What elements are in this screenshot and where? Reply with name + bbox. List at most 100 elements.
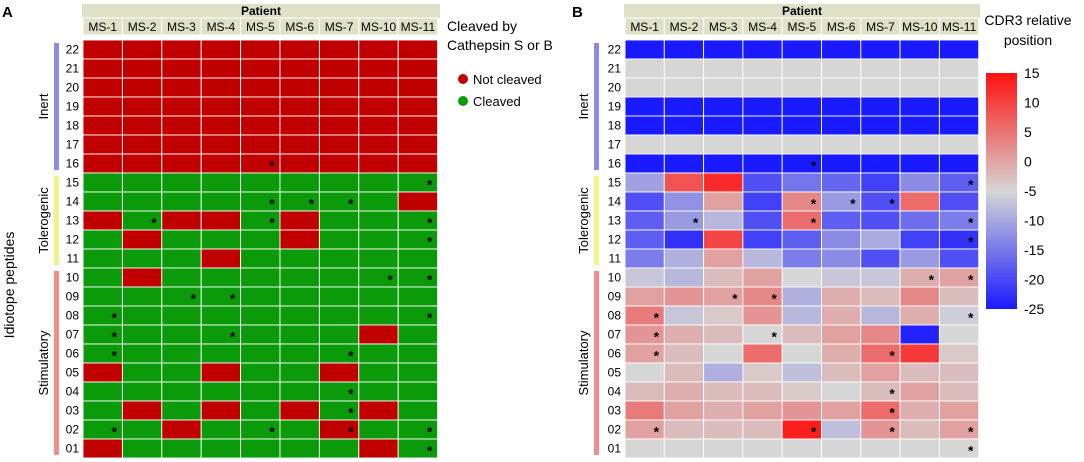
heatmap-cell (860, 438, 901, 459)
asterisk: * (968, 443, 974, 459)
group-label: Tolerogenic (576, 187, 591, 254)
heatmap-cell (899, 210, 940, 231)
asterisk: * (968, 272, 974, 288)
heatmap-cell (663, 77, 705, 98)
heatmap-cell (82, 400, 123, 421)
heatmap-cell (200, 115, 242, 136)
asterisk: * (811, 196, 817, 212)
heatmap-cell (899, 419, 940, 440)
heatmap-cell (860, 153, 901, 174)
heatmap-cell (624, 172, 665, 193)
asterisk: * (348, 196, 354, 212)
group-bar (594, 271, 599, 455)
heatmap-cell (663, 343, 705, 364)
asterisk: * (387, 272, 393, 288)
row-label: 16 (608, 157, 622, 171)
heatmap-cell (703, 172, 744, 193)
heatmap-cell (200, 96, 242, 117)
heatmap-cell (703, 77, 744, 98)
heatmap-cell (899, 191, 940, 212)
asterisk: * (850, 196, 856, 212)
colorbar-tick-label: -5 (1024, 183, 1037, 199)
asterisk: * (929, 272, 935, 288)
heatmap-cell (663, 324, 705, 345)
heatmap-cell (624, 96, 665, 117)
heatmap-cell (821, 381, 862, 402)
heatmap-cell (663, 172, 705, 193)
row-label: 10 (66, 271, 80, 285)
heatmap-cell (742, 438, 783, 459)
asterisk: * (693, 215, 699, 231)
heatmap-cell (821, 39, 862, 60)
column-header-label: MS-6 (285, 20, 314, 34)
heatmap-cell (821, 248, 862, 269)
heatmap-cell (703, 305, 744, 326)
heatmap-cell (161, 191, 202, 212)
heatmap-cell (624, 362, 665, 383)
heatmap-cell (938, 58, 980, 79)
asterisk: * (968, 234, 974, 250)
heatmap-cell (899, 438, 940, 459)
heatmap-cell (742, 229, 783, 250)
asterisk: * (427, 443, 433, 459)
heatmap-cell (121, 324, 163, 345)
heatmap-cell (82, 248, 123, 269)
asterisk: * (654, 348, 660, 364)
legend-title-line1: Cleaved by (447, 18, 517, 34)
heatmap-cell (161, 438, 202, 459)
asterisk: * (427, 234, 433, 250)
row-label: 04 (66, 385, 80, 399)
column-header-cell (938, 17, 980, 36)
heatmap-cell (397, 400, 439, 421)
heatmap-cell (240, 324, 281, 345)
heatmap-cell (703, 381, 744, 402)
asterisk: * (348, 424, 354, 440)
heatmap-cell (279, 77, 320, 98)
heatmap-cell (279, 134, 320, 155)
heatmap-cell (821, 305, 862, 326)
group-label: Inert (36, 93, 51, 119)
heatmap-cell (899, 400, 940, 421)
row-label: 19 (66, 100, 80, 114)
heatmap-cell (279, 438, 320, 459)
heatmap-cell (240, 77, 281, 98)
asterisk: * (968, 424, 974, 440)
colorbar-tick-label: 10 (1024, 95, 1040, 111)
heatmap-cell (240, 305, 281, 326)
heatmap-cell (899, 172, 940, 193)
asterisk: * (811, 424, 817, 440)
asterisk: * (112, 310, 118, 326)
row-label: 01 (608, 442, 622, 456)
heatmap-cell (663, 115, 705, 136)
heatmap-cell (240, 381, 281, 402)
heatmap-cell (121, 286, 163, 307)
heatmap-cell (358, 419, 399, 440)
heatmap-cell (279, 229, 320, 250)
panel-b-label: B (572, 4, 583, 21)
heatmap-cell (938, 153, 980, 174)
heatmap-cell (860, 58, 901, 79)
heatmap-cell (860, 267, 901, 288)
column-header-label: MS-3 (167, 20, 196, 34)
asterisk: * (968, 215, 974, 231)
heatmap-cell (82, 267, 123, 288)
column-header-label: MS-4 (748, 20, 777, 34)
heatmap-cell (121, 58, 163, 79)
heatmap-cell (821, 153, 862, 174)
asterisk: * (889, 424, 895, 440)
column-header-cell (397, 17, 439, 36)
heatmap-cell (358, 229, 399, 250)
heatmap-cell (624, 286, 665, 307)
colorbar-tick-label: 15 (1024, 65, 1040, 81)
heatmap-cell (121, 172, 163, 193)
column-header-label: MS-1 (88, 20, 117, 34)
patient-header-b: Patient (782, 4, 822, 18)
heatmap-cell (121, 438, 163, 459)
heatmap-cell (318, 267, 360, 288)
row-label: 03 (66, 404, 80, 418)
heatmap-cell (938, 362, 980, 383)
heatmap-cell (82, 172, 123, 193)
column-header-label: MS-11 (942, 20, 977, 34)
heatmap-cell (200, 438, 242, 459)
